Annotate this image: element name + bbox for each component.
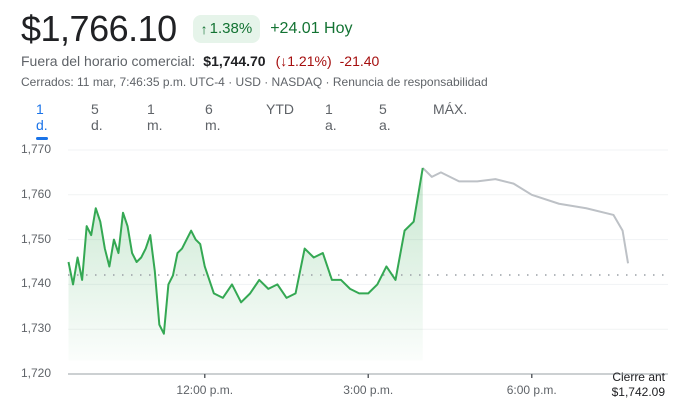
arrow-up-icon: ↑ xyxy=(200,21,208,37)
tab-1[interactable]: 5 d. xyxy=(91,101,103,133)
x-tick-label: 6:00 p.m. xyxy=(506,383,557,397)
tab-4[interactable]: YTD xyxy=(266,101,294,117)
y-tick-label: 1,730 xyxy=(21,321,52,336)
price-chart[interactable]: 1,770 1,760 1,750 1,740 1,730 1,720 12:00 p.m… xyxy=(0,130,699,410)
after-hours-price: $1,744.70 xyxy=(203,53,266,69)
y-tick-label: 1,750 xyxy=(21,231,52,246)
tab-3[interactable]: 6 m. xyxy=(205,101,221,133)
tab-5[interactable]: 1 a. xyxy=(325,101,337,133)
y-tick-label: 1,760 xyxy=(21,186,52,201)
price-header: $1,766.10 ↑ 1.38% +24.01 Hoy xyxy=(21,8,352,50)
y-tick-label: 1,740 xyxy=(21,276,52,291)
tab-6[interactable]: 5 a. xyxy=(379,101,391,133)
disclaimer-link[interactable]: Renuncia de responsabilidad xyxy=(332,75,488,89)
after-hours-label: Fuera del horario comercial: xyxy=(21,53,196,69)
chart-canvas xyxy=(67,149,668,378)
tab-2[interactable]: 1 m. xyxy=(147,101,163,133)
after-hours-change: -21.40 xyxy=(339,53,380,69)
current-price: $1,766.10 xyxy=(21,8,177,49)
y-tick-label: 1,770 xyxy=(21,142,52,156)
x-tick-label: 12:00 p.m. xyxy=(176,383,234,397)
market-meta: Cerrados: 11 mar, 7:46:35 p.m. UTC-4 · U… xyxy=(21,75,488,89)
y-tick-label: 1,720 xyxy=(21,366,52,380)
previous-close-title: Cierre ant xyxy=(612,370,665,384)
after-hours-percent: (↓1.21%) xyxy=(275,53,332,69)
tab-7[interactable]: MÁX. xyxy=(433,101,468,117)
after-hours-row: Fuera del horario comercial: $1,744.70 (… xyxy=(21,53,379,69)
previous-close-value: $1,742.09 xyxy=(611,385,665,399)
tab-0[interactable]: 1 d. xyxy=(36,101,48,140)
change-absolute: +24.01 Hoy xyxy=(270,20,353,37)
change-percent: 1.38% xyxy=(209,20,253,37)
market-status: Cerrados: 11 mar, 7:46:35 p.m. UTC-4 · U… xyxy=(21,75,333,89)
change-percent-badge: ↑ 1.38% xyxy=(192,15,261,43)
x-tick-label: 3:00 p.m. xyxy=(343,383,394,397)
previous-close-label: Cierre ant $1,742.09 xyxy=(612,370,665,400)
